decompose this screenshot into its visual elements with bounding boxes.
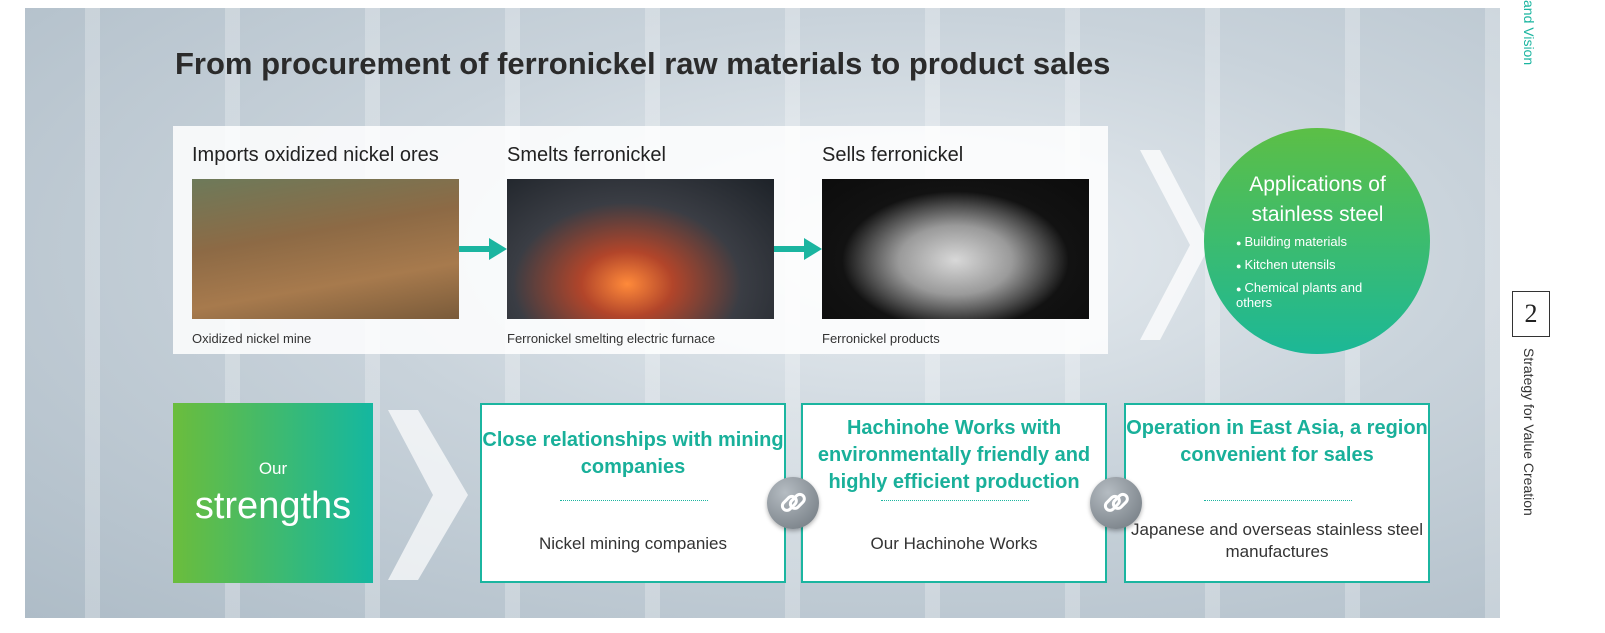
strength-card: Operation in East Asia, a region conveni… xyxy=(1124,403,1430,583)
strengths-prefix: Our xyxy=(173,459,373,479)
mine-photo xyxy=(192,179,459,319)
strength-card: Close relationships with mining companie… xyxy=(480,403,786,583)
photo-caption: Ferronickel smelting electric furnace xyxy=(507,331,715,346)
divider xyxy=(1204,500,1352,501)
page: From procurement of ferronickel raw mate… xyxy=(0,0,1605,633)
card-description: Japanese and overseas stainless steel ma… xyxy=(1126,519,1428,563)
furnace-photo xyxy=(507,179,774,319)
card-title: Close relationships with mining companie… xyxy=(482,427,784,481)
section-label: Strategy for Value Creation xyxy=(1521,348,1537,516)
applications-list: Building materials Kitchen utensils Chem… xyxy=(1236,235,1396,318)
strengths-box: Our strengths xyxy=(173,403,373,583)
card-description: Nickel mining companies xyxy=(482,533,784,555)
page-number: 2 xyxy=(1512,291,1550,337)
card-description: Our Hachinohe Works xyxy=(803,533,1105,555)
products-photo xyxy=(822,179,1089,319)
link-icon xyxy=(1090,477,1142,529)
card-title: Operation in East Asia, a region conveni… xyxy=(1126,415,1428,469)
step-title: Sells ferronickel xyxy=(822,144,963,167)
list-item: Chemical plants and others xyxy=(1236,281,1396,310)
strength-card: Hachinohe Works with environmentally fri… xyxy=(801,403,1107,583)
strengths-label: strengths xyxy=(173,485,373,528)
section-tab: and Vision xyxy=(1521,0,1537,65)
applications-title: Applications of stainless steel xyxy=(1230,170,1405,230)
divider xyxy=(560,500,708,501)
link-icon xyxy=(767,477,819,529)
chevron xyxy=(388,410,470,580)
step-title: Smelts ferronickel xyxy=(507,144,666,167)
list-item: Kitchen utensils xyxy=(1236,258,1396,273)
step-title: Imports oxidized nickel ores xyxy=(192,144,439,167)
photo-caption: Oxidized nickel mine xyxy=(192,331,311,346)
photo-caption: Ferronickel products xyxy=(822,331,940,346)
card-title: Hachinohe Works with environmentally fri… xyxy=(803,415,1105,496)
process-arrow xyxy=(774,238,822,260)
chevron xyxy=(1140,150,1210,340)
page-title: From procurement of ferronickel raw mate… xyxy=(175,46,1110,82)
list-item: Building materials xyxy=(1236,235,1396,250)
process-arrow xyxy=(459,238,507,260)
divider xyxy=(881,500,1029,501)
